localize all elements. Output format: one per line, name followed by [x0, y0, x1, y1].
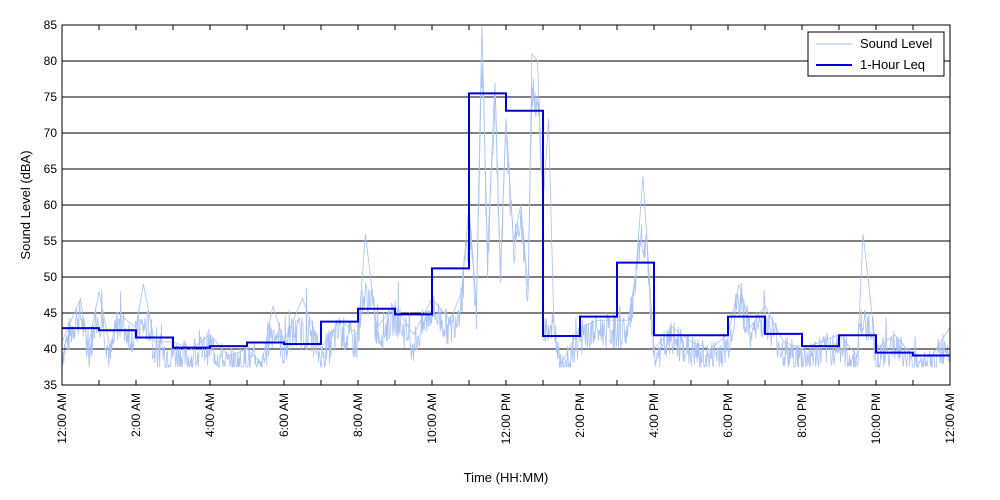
x-axis: 12:00 AM 2:00 AM 4:00 AM 6:00 AM 8:00 AM 10:0… — [55, 25, 957, 444]
y-tick-label: 65 — [44, 162, 58, 176]
x-tick-label: 12:00 AM — [55, 393, 69, 444]
legend: Sound Level 1-Hour Leq — [807, 31, 945, 77]
y-tick-label: 80 — [44, 54, 58, 68]
y-tick-label: 55 — [44, 234, 58, 248]
x-tick-label: 12:00 AM — [943, 393, 957, 444]
sound-level-peaks — [61, 24, 951, 365]
y-tick-label: 35 — [44, 378, 58, 392]
leq-step-line — [62, 92, 950, 357]
y-tick-label: 45 — [44, 306, 58, 320]
x-tick-label: 12:00 PM — [499, 393, 513, 444]
sound-level-line — [61, 65, 951, 369]
y-axis: 35 40 45 50 55 60 65 70 75 80 85 — [44, 18, 950, 392]
x-tick-label: 10:00 PM — [869, 393, 883, 444]
y-axis-title: Sound Level (dBA) — [18, 150, 33, 259]
x-tick-label: 10:00 AM — [425, 393, 439, 444]
y-tick-label: 40 — [44, 342, 58, 356]
x-tick-label: 2:00 AM — [129, 393, 143, 437]
x-tick-label: 6:00 AM — [277, 393, 291, 437]
y-tick-label: 70 — [44, 126, 58, 140]
legend-box — [807, 31, 945, 77]
y-tick-label: 60 — [44, 198, 58, 212]
x-tick-label: 6:00 PM — [721, 393, 735, 438]
y-tick-label: 75 — [44, 90, 58, 104]
x-tick-label: 4:00 AM — [203, 393, 217, 437]
x-axis-title: Time (HH:MM) — [464, 470, 549, 485]
x-tick-label: 8:00 PM — [795, 393, 809, 438]
legend-label-sound-level: Sound Level — [860, 36, 932, 51]
x-tick-label: 2:00 PM — [573, 393, 587, 438]
sound-level-series — [61, 24, 951, 369]
y-tick-label: 85 — [44, 18, 58, 32]
y-tick-label: 50 — [44, 270, 58, 284]
leq-series — [62, 92, 950, 357]
legend-label-leq: 1-Hour Leq — [860, 57, 925, 72]
x-tick-label: 8:00 AM — [351, 393, 365, 437]
x-tick-label: 4:00 PM — [647, 393, 661, 438]
